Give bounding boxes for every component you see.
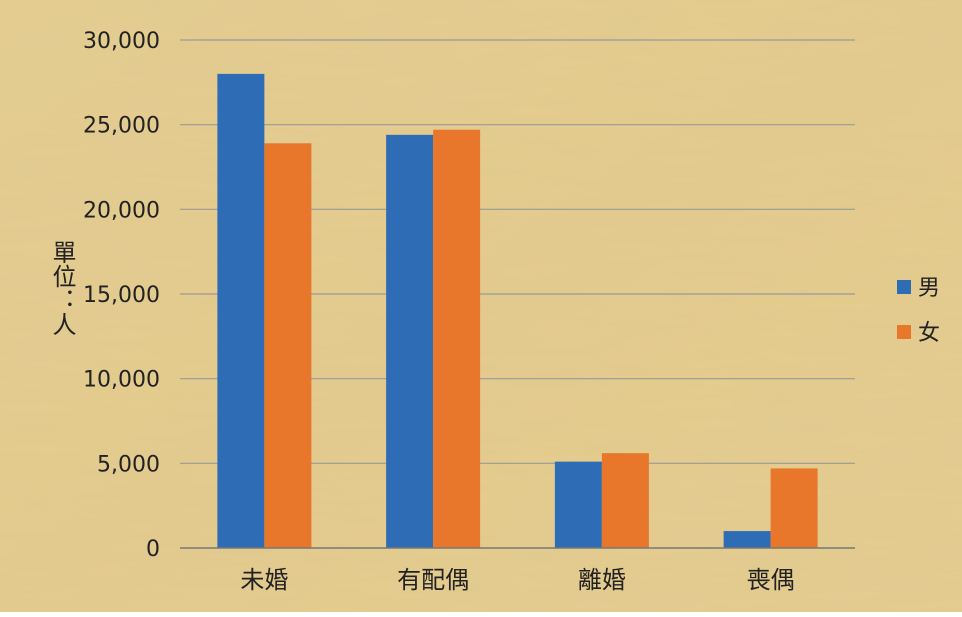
bar-male — [217, 73, 265, 548]
bar-female — [433, 129, 481, 548]
y-tick-label: 30,000 — [83, 29, 160, 54]
bar-male — [723, 531, 771, 548]
x-tick-label: 喪偶 — [747, 566, 795, 594]
legend-label-female: 女 — [918, 321, 940, 346]
x-tick-label: 未婚 — [240, 566, 288, 594]
x-axis-tick-labels: 未婚 有配偶 離婚 喪偶 — [240, 566, 794, 594]
legend-swatch-female — [897, 325, 911, 339]
y-tick-label: 20,000 — [83, 198, 160, 223]
bars — [217, 73, 818, 548]
bar-male — [386, 134, 434, 548]
bar-female — [264, 143, 312, 548]
y-axis-tick-labels: 0 5,000 10,000 15,000 20,000 25,000 30,000 — [83, 29, 160, 562]
legend-swatch-male — [897, 280, 911, 294]
y-tick-label: 10,000 — [83, 368, 160, 393]
y-tick-label: 0 — [146, 537, 160, 562]
x-tick-label: 有配偶 — [397, 566, 469, 594]
y-axis-title-text: 單位：人 — [48, 240, 76, 336]
y-tick-label: 15,000 — [83, 283, 160, 308]
y-tick-label: 25,000 — [83, 114, 160, 139]
bar-female — [601, 453, 649, 548]
x-tick-label: 離婚 — [578, 566, 626, 594]
bar-female — [770, 468, 818, 548]
legend-label-male: 男 — [918, 276, 940, 301]
bar-male — [554, 461, 602, 548]
y-axis-title: 單位：人 — [48, 240, 76, 336]
legend: 男 女 — [897, 276, 940, 346]
y-tick-label: 5,000 — [97, 452, 160, 477]
